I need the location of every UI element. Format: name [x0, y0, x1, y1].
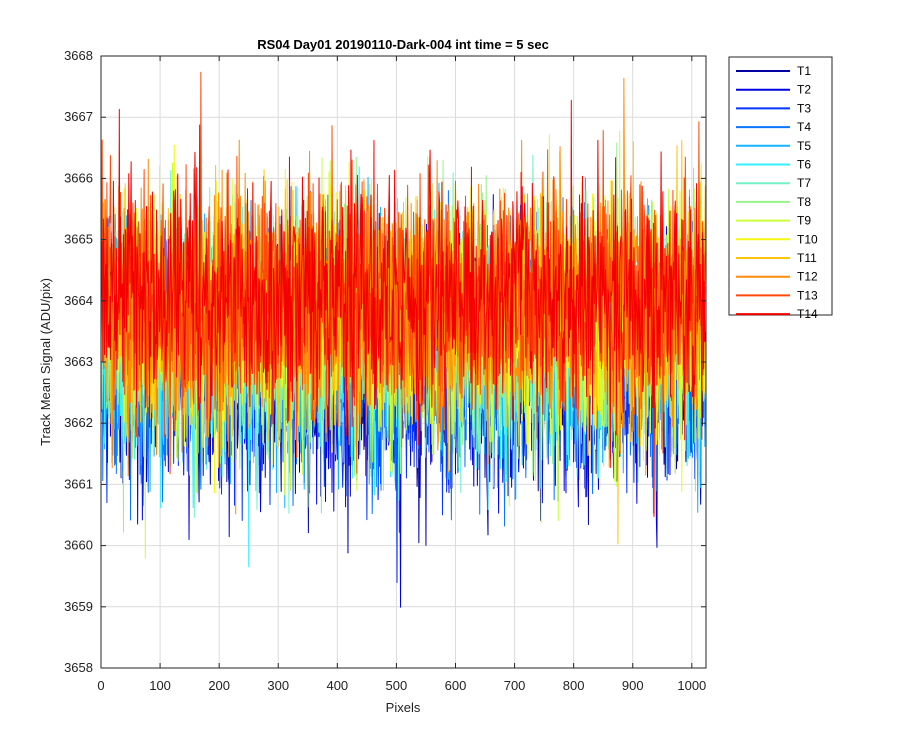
legend-label: T12: [797, 270, 818, 284]
x-tick-label: 200: [208, 678, 230, 693]
legend-label: T2: [797, 83, 811, 97]
legend: T1 T2 T3 T4 T5 T6 T7 T8 T9 T10 T11 T12 T13 T14: [728, 56, 833, 321]
legend-label: T1: [797, 64, 811, 78]
legend-entry-t13: T13: [736, 288, 818, 302]
legend-label: T13: [797, 288, 818, 302]
legend-label: T11: [797, 251, 817, 265]
series-line-t13: [101, 71, 706, 475]
y-tick-label: 3660: [64, 538, 93, 553]
y-tick-label: 3666: [64, 170, 93, 185]
x-axis: 0 100 200 300 400 500 600 700 800 900 1000: [97, 56, 706, 693]
x-tick-label: 700: [504, 678, 526, 693]
y-tick-label: 3665: [64, 232, 93, 247]
legend-label: T8: [797, 195, 811, 209]
legend-entry-t2: T2: [736, 83, 811, 97]
y-tick-label: 3667: [64, 109, 93, 124]
chart-title: RS04 Day01 20190110-Dark-004 int time = …: [257, 37, 549, 52]
y-tick-label: 3661: [64, 476, 93, 491]
x-tick-label: 100: [149, 678, 171, 693]
legend-label: T9: [797, 214, 811, 228]
y-axis-label: Track Mean Signal (ADU/pix): [38, 278, 53, 446]
x-tick-label: 500: [386, 678, 408, 693]
legend-label: T5: [797, 139, 811, 153]
legend-entry-t4: T4: [736, 120, 811, 134]
x-tick-label: 400: [326, 678, 348, 693]
legend-label: T3: [797, 101, 811, 115]
legend-entry-t8: T8: [736, 195, 811, 209]
legend-entry-t5: T5: [736, 139, 811, 153]
y-tick-label: 3658: [64, 660, 93, 675]
legend-entry-t14: T14: [736, 307, 818, 321]
legend-label: T4: [797, 120, 811, 134]
x-tick-label: 0: [97, 678, 104, 693]
legend-label: T10: [797, 232, 818, 246]
y-tick-label: 3668: [64, 48, 93, 63]
legend-label: T14: [797, 307, 818, 321]
legend-entry-t9: T9: [736, 214, 811, 228]
legend-label: T6: [797, 158, 811, 172]
series-line-t14: [101, 99, 706, 517]
legend-label: T7: [797, 176, 811, 190]
y-axis: 3658 3659 3660 3661 3662 3663 3664 3665 3666 3667…: [64, 48, 706, 675]
x-tick-label: 1000: [677, 678, 706, 693]
legend-entry-t7: T7: [736, 176, 811, 190]
legend-entry-t12: T12: [736, 270, 818, 284]
legend-entry-t11: T11: [736, 251, 817, 265]
y-tick-label: 3659: [64, 599, 93, 614]
x-tick-label: 300: [267, 678, 289, 693]
legend-entry-t1: T1: [736, 64, 811, 78]
legend-entry-t10: T10: [736, 232, 818, 246]
x-axis-label: Pixels: [386, 700, 421, 715]
legend-entry-t6: T6: [736, 158, 811, 172]
series-group: [101, 71, 706, 608]
y-tick-label: 3664: [64, 293, 93, 308]
x-tick-label: 800: [563, 678, 585, 693]
y-tick-label: 3662: [64, 415, 93, 430]
x-tick-label: 900: [622, 678, 644, 693]
legend-entry-t3: T3: [736, 101, 811, 115]
x-tick-label: 600: [445, 678, 467, 693]
y-tick-label: 3663: [64, 354, 93, 369]
legend-box: [728, 56, 833, 316]
